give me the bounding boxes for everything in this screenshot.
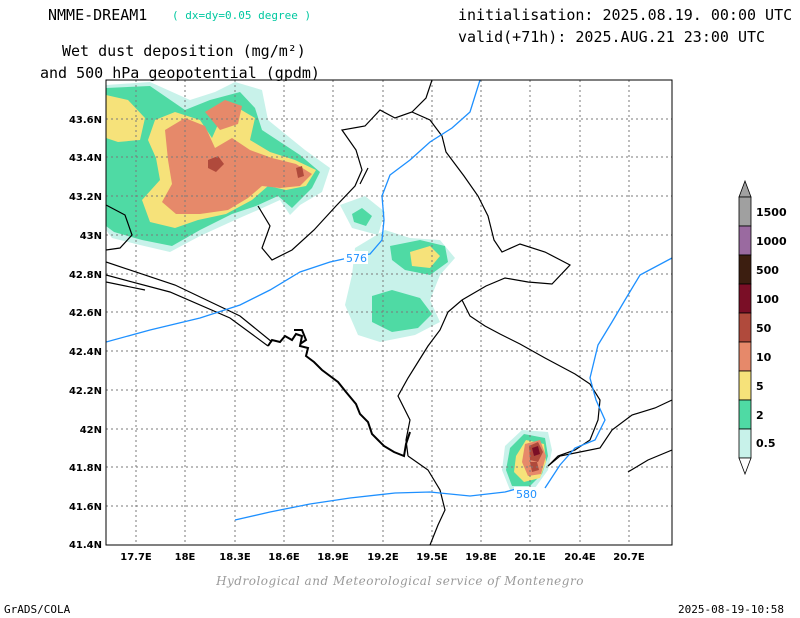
- contour-label-bg: [514, 487, 538, 500]
- lon-label: 17.7E: [120, 552, 152, 563]
- colorbar-swatch: [738, 341, 752, 372]
- lon-label: 18.6E: [268, 552, 300, 563]
- longitude-labels: 17.7E 18E 18.3E 18.6E 18.9E 19.2E 19.5E …: [120, 552, 645, 563]
- colorbar-swatch: [738, 283, 752, 314]
- colorbar-label: 2: [756, 409, 764, 422]
- colorbar-swatch: [738, 399, 752, 430]
- model-resolution: ( dx=dy=0.05 degree ): [172, 9, 312, 22]
- lat-label: 41.6N: [69, 502, 102, 513]
- valid-time: valid(+71h): 2025.AUG.21 23:00 UTC: [458, 28, 766, 46]
- lat-label: 41.8N: [69, 463, 102, 474]
- contour-label-576: 576: [346, 252, 367, 265]
- colorbar-bottom-arrow: [738, 457, 752, 476]
- deposition-100: [532, 446, 540, 456]
- credit-text: Hydrological and Meteorological service …: [216, 574, 584, 588]
- lat-label: 42.4N: [69, 347, 102, 358]
- colorbar-top-arrow: [738, 179, 752, 198]
- colorbar-label: 500: [756, 264, 779, 277]
- lon-label: 20.1E: [514, 552, 546, 563]
- lat-label: 41.4N: [69, 540, 102, 551]
- map-content: [106, 80, 672, 545]
- colorbar-swatch: [738, 225, 752, 256]
- software-label: GrADS/COLA: [4, 603, 71, 616]
- colorbar-label: 100: [756, 293, 779, 306]
- map-frame: [105, 79, 673, 546]
- initialisation-time: initialisation: 2025.08.19. 00:00 UTC: [458, 6, 793, 24]
- lat-label: 42.8N: [69, 270, 102, 281]
- colorbar-labels: 1500 1000 500 100 50 10 5 2 0.5: [756, 206, 787, 450]
- contour-label-580: 580: [516, 488, 537, 501]
- lat-label: 43.6N: [69, 115, 102, 126]
- lat-label: 43.2N: [69, 192, 102, 203]
- lon-label: 19.8E: [465, 552, 497, 563]
- colorbar-swatch: [738, 428, 752, 459]
- colorbar-label: 0.5: [756, 437, 776, 450]
- render-timestamp: 2025-08-19-10:58: [678, 603, 784, 616]
- lat-label: 42.6N: [69, 308, 102, 319]
- lat-label: 43N: [80, 231, 102, 242]
- model-title: NMME-DREAM1: [48, 6, 148, 24]
- coastline: [267, 329, 411, 458]
- colorbar-swatch: [738, 312, 752, 343]
- lon-label: 20.7E: [613, 552, 645, 563]
- colorbar-swatch: [738, 254, 752, 285]
- lon-label: 18.9E: [317, 552, 349, 563]
- contour-label-bg: [344, 251, 368, 264]
- lon-label: 18E: [175, 552, 196, 563]
- field-title-line2: and 500 hPa geopotential (gpdm): [40, 64, 320, 82]
- field-title-line1: Wet dust deposition (mg/m²): [62, 42, 306, 60]
- colorbar-label: 1500: [756, 206, 787, 219]
- colorbar-label: 5: [756, 380, 764, 393]
- lon-label: 20.4E: [564, 552, 596, 563]
- colorbar-label: 50: [756, 322, 772, 335]
- colorbar-swatch: [738, 196, 752, 227]
- lat-label: 43.4N: [69, 153, 102, 164]
- colorbar-label: 1000: [756, 235, 787, 248]
- lat-label: 42.2N: [69, 386, 102, 397]
- colorbar: [738, 179, 752, 476]
- colorbar-label: 10: [756, 351, 772, 364]
- latitude-labels: 41.4N 41.6N 41.8N 42N 42.2N 42.4N 42.6N …: [69, 115, 102, 551]
- geopotential-contours: [106, 80, 672, 521]
- lon-label: 19.5E: [416, 552, 448, 563]
- lon-label: 19.2E: [367, 552, 399, 563]
- lat-lon-grid: [106, 80, 672, 545]
- lat-label: 42N: [80, 425, 102, 436]
- lon-label: 18.3E: [219, 552, 251, 563]
- colorbar-swatch: [738, 370, 752, 401]
